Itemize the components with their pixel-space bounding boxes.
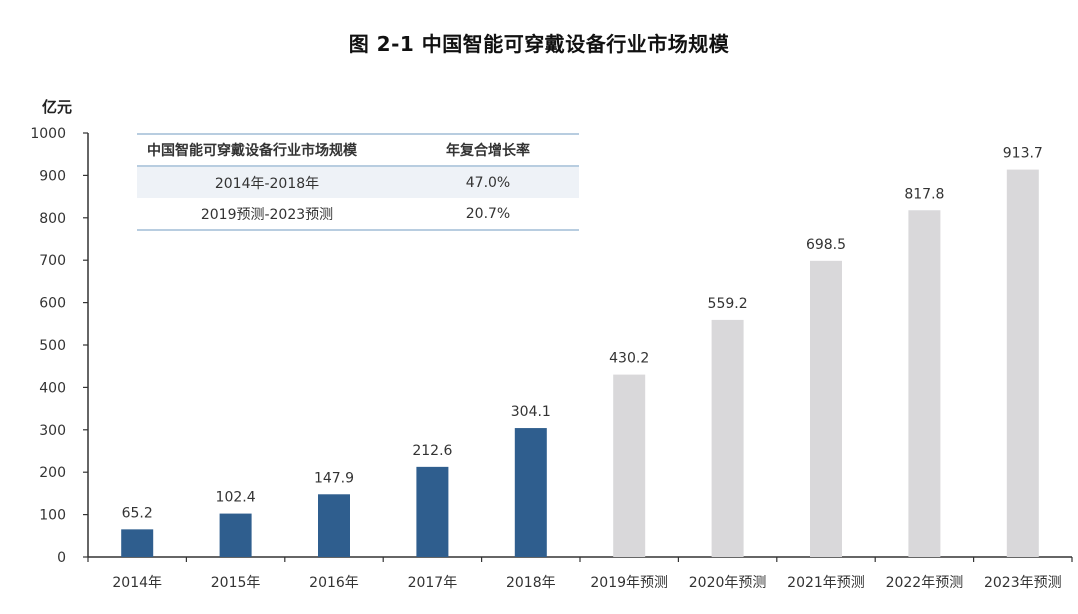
header-cagr: 年复合增长率 (446, 143, 530, 159)
x-tick-label: 2014年 (112, 575, 162, 591)
data-label: 304.1 (511, 404, 551, 420)
y-tick-label: 400 (39, 380, 66, 396)
y-tick-label: 1000 (30, 126, 66, 142)
y-tick-label: 600 (39, 296, 66, 312)
data-label: 698.5 (806, 237, 846, 253)
bar-actual (416, 466, 449, 557)
cagr-table-row: 2019预测-2023预测 20.7% (137, 198, 579, 229)
data-label: 817.8 (904, 186, 944, 202)
x-tick-label: 2022年预测 (886, 575, 964, 591)
x-tick-label: 2015年 (211, 575, 261, 591)
x-tick-label: 2016年 (309, 575, 359, 591)
bar-forecast (908, 210, 941, 557)
y-tick-label: 900 (39, 168, 66, 184)
cagr-table-row: 2014年-2018年 47.0% (137, 167, 579, 198)
bar-actual (514, 428, 547, 557)
bar-forecast (613, 374, 646, 557)
x-tick-label: 2017年 (408, 575, 458, 591)
data-label: 212.6 (412, 443, 452, 459)
data-label: 65.2 (122, 505, 153, 521)
bar-actual (318, 494, 350, 557)
chart-title: 图 2-1 中国智能可穿戴设备行业市场规模 (348, 32, 730, 56)
data-label: 913.7 (1003, 146, 1043, 162)
data-label: 430.2 (609, 351, 649, 367)
header-market-size: 中国智能可穿戴设备行业市场规模 (147, 143, 357, 159)
x-tick-label: 2021年预测 (787, 575, 865, 591)
x-tick-label: 2018年 (506, 575, 556, 591)
y-tick-label: 700 (39, 253, 66, 269)
bar-forecast (1006, 169, 1039, 558)
data-label: 102.4 (216, 490, 256, 506)
y-axis-unit-label: 亿元 (42, 98, 73, 116)
data-label: 147.9 (314, 470, 354, 486)
y-tick-label: 100 (39, 508, 66, 524)
period-cell: 2019预测-2023预测 (200, 206, 334, 223)
cagr-cell: 20.7% (465, 205, 511, 222)
x-tick-label: 2020年预测 (689, 575, 767, 591)
y-tick-label: 500 (39, 338, 66, 354)
y-tick-label: 0 (57, 550, 66, 566)
bar-actual (121, 529, 154, 557)
cagr-table: 中国智能可穿戴设备行业市场规模 年复合增长率 2014年-2018年 47.0%… (137, 133, 579, 231)
y-tick-label: 300 (39, 423, 66, 439)
bar-actual (219, 513, 252, 557)
bar-forecast (711, 319, 744, 557)
y-tick-label: 200 (39, 465, 66, 481)
period-cell: 2014年-2018年 (214, 175, 320, 192)
y-tick-label: 800 (39, 211, 66, 227)
bar-forecast (810, 260, 842, 557)
cagr-cell: 47.0% (465, 174, 511, 191)
x-tick-label: 2019年预测 (590, 575, 668, 591)
data-label: 559.2 (708, 296, 748, 312)
x-tick-label: 2023年预测 (984, 575, 1062, 591)
cagr-table-header: 中国智能可穿戴设备行业市场规模 年复合增长率 (137, 135, 579, 167)
